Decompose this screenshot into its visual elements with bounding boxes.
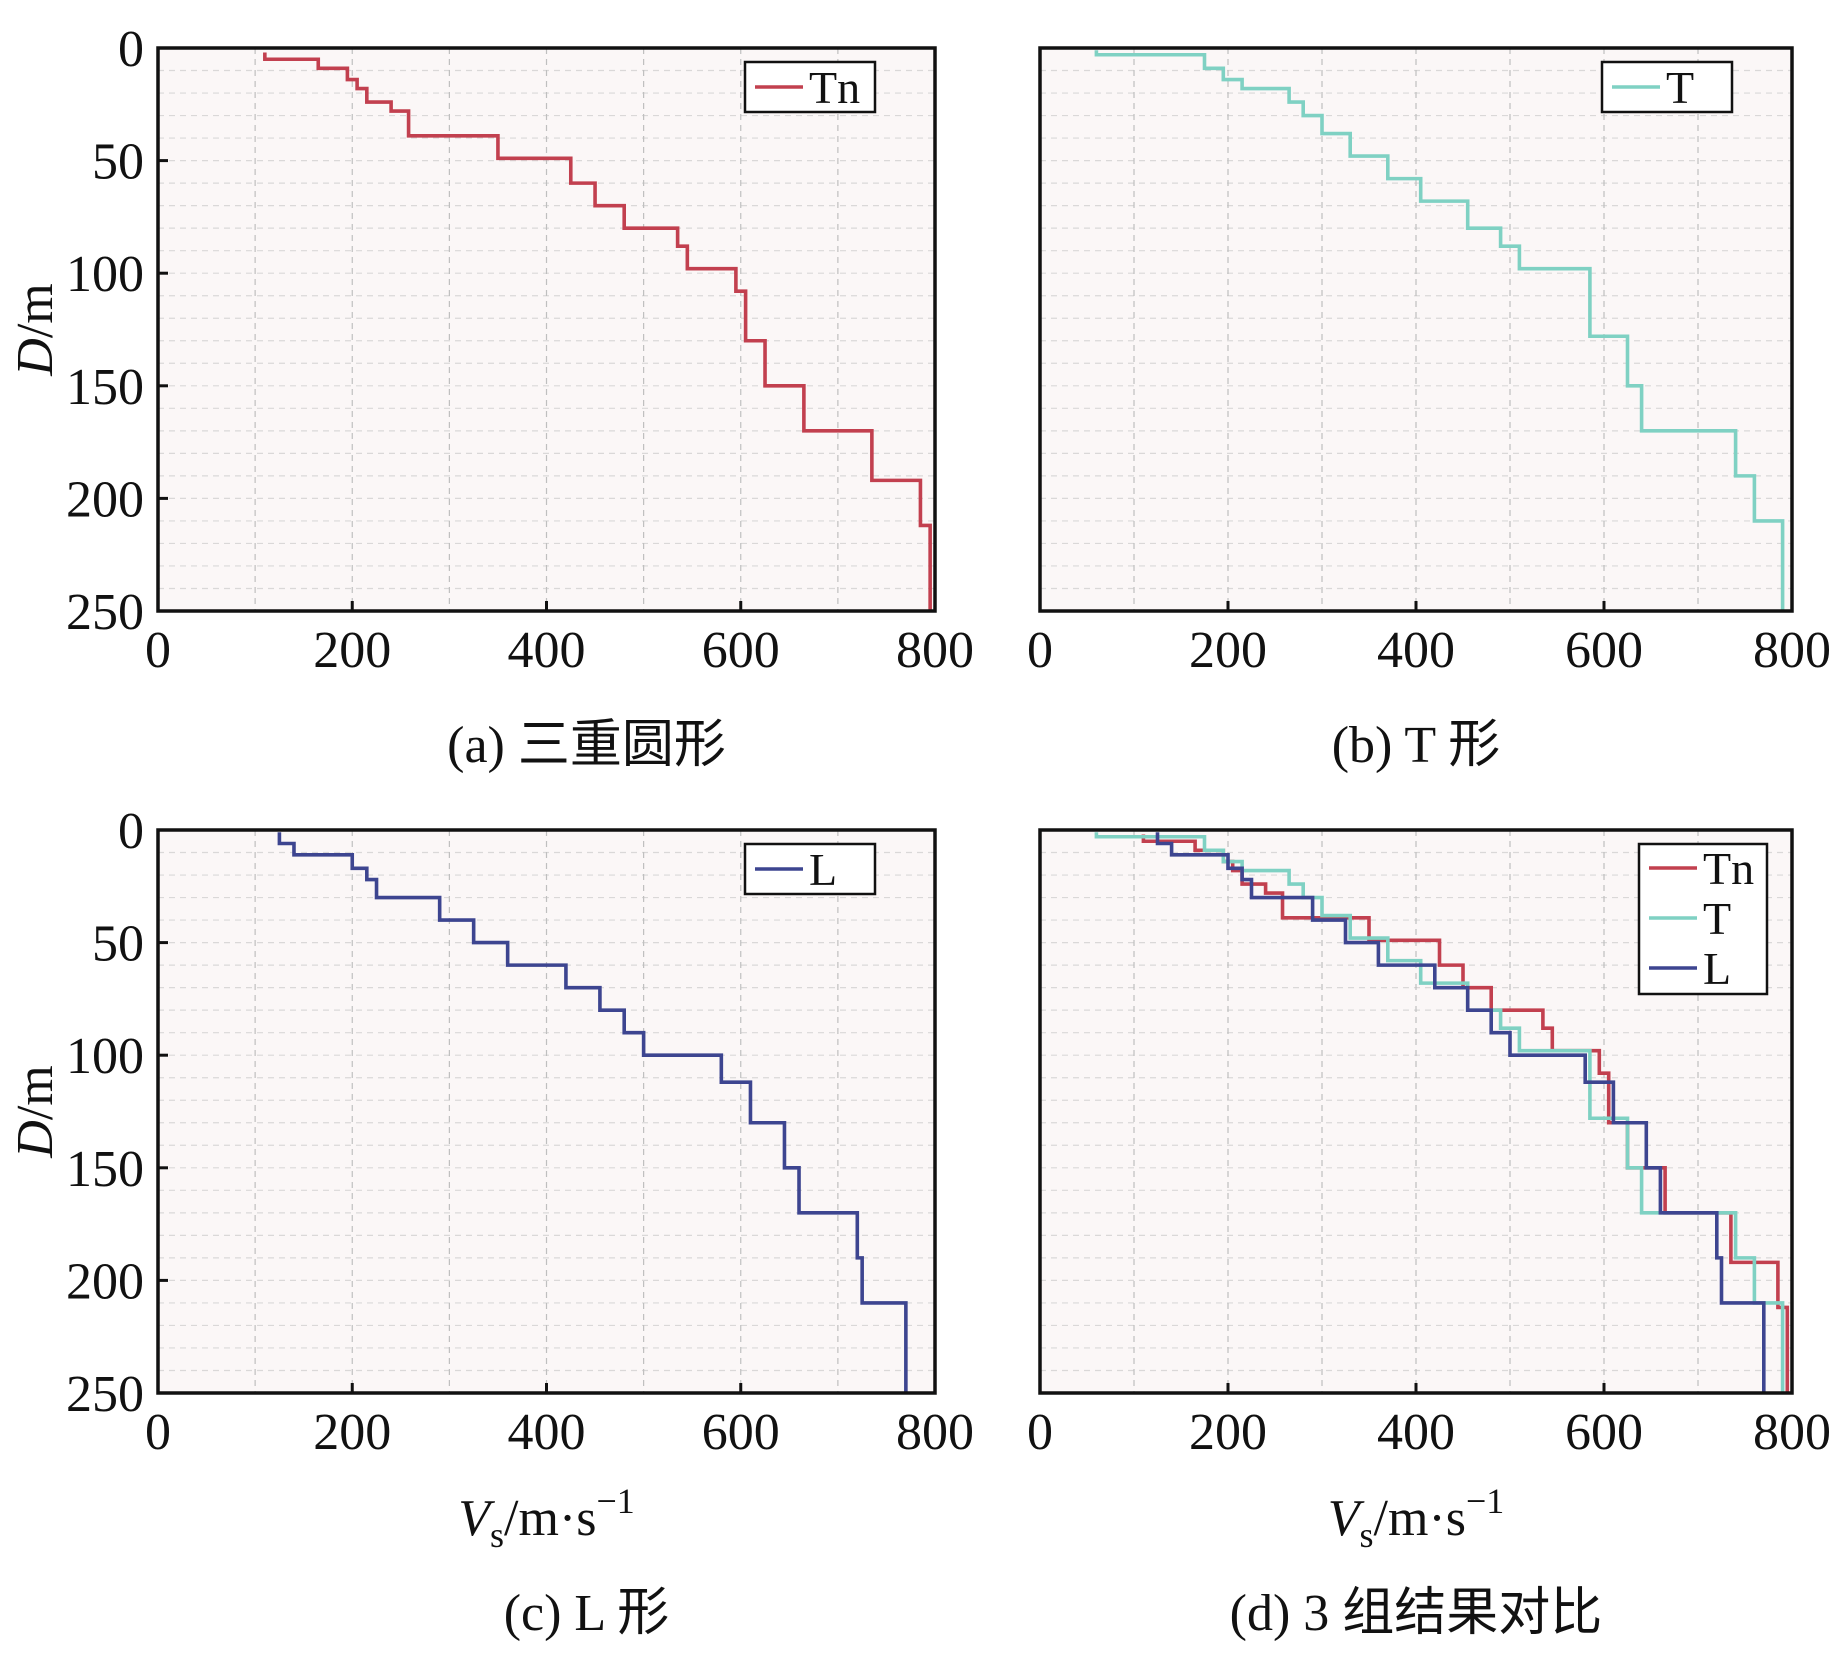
panel-a-legend: Tn <box>743 60 877 114</box>
panel-a-xtick-label: 400 <box>508 622 586 679</box>
panel-b-xtick-label: 0 <box>1027 622 1053 679</box>
panel-a-xtick-label: 0 <box>145 622 171 679</box>
panel-d-legend-label-Tn: Tn <box>1703 843 1754 894</box>
panel-c-xtick-label: 600 <box>702 1404 780 1461</box>
panel-d-xtick-label: 0 <box>1027 1404 1053 1461</box>
panel-c-grid <box>158 830 935 1393</box>
panel-a-xtick-label: 600 <box>702 622 780 679</box>
panel-b-series-T <box>1094 50 1785 611</box>
panel-a-ylabel: D/m <box>7 283 64 376</box>
panel-b-xtick-label: 200 <box>1189 622 1267 679</box>
panel-b: 0 200 400 600 800 T (b) T 形 <box>1027 46 1831 774</box>
panel-d-grid <box>1040 830 1792 1393</box>
panel-c-ytick-label: 200 <box>66 1253 144 1310</box>
panel-b-grid <box>1040 48 1792 611</box>
panel-b-xtick-label: 600 <box>1565 622 1643 679</box>
panel-a-legend-label-Tn: Tn <box>809 62 860 113</box>
panel-d-xtick-label: 600 <box>1565 1404 1643 1461</box>
panel-d-xtick-label: 400 <box>1377 1404 1455 1461</box>
panel-c: 0 200 400 600 800 0 50 100 150 200 250 D/m Vs/m·s−1 L… <box>7 803 974 1642</box>
panel-b-xtick-label: 400 <box>1377 622 1455 679</box>
panel-b-xtick-label: 800 <box>1753 622 1831 679</box>
panel-c-series-L <box>277 832 908 1393</box>
panel-a-ytick-label: 250 <box>66 584 144 641</box>
panel-c-xtick-label: 800 <box>896 1404 974 1461</box>
panel-a-ytick-label: 50 <box>92 134 144 191</box>
panel-d-legend-label-T: T <box>1703 893 1731 944</box>
panel-c-xlabel: Vs/m·s−1 <box>458 1481 635 1555</box>
panel-a-series-Tn <box>263 52 932 611</box>
panel-c-ytick-label: 100 <box>66 1028 144 1085</box>
panel-a-xtick-label: 200 <box>313 622 391 679</box>
panel-c-xtick-label: 200 <box>313 1404 391 1461</box>
panel-c-ytick-label: 50 <box>92 916 144 973</box>
panel-c-ytick-label: 150 <box>66 1141 144 1198</box>
panel-d-legend-label-L: L <box>1703 943 1731 994</box>
panel-a-grid <box>158 48 935 611</box>
panel-c-ytick-label: 0 <box>118 803 144 860</box>
panel-a-ytick-label: 150 <box>66 359 144 416</box>
panel-c-legend-label-L: L <box>809 844 837 895</box>
panel-a-ytick-label: 0 <box>118 21 144 78</box>
panel-d-caption: (d) 3 组结果对比 <box>1230 1585 1603 1642</box>
panel-c-legend: L <box>743 842 877 896</box>
panel-c-ytick-label: 250 <box>66 1366 144 1423</box>
panel-d-series-L <box>1155 832 1766 1393</box>
panel-a-caption: (a) 三重圆形 <box>447 717 726 774</box>
panel-d-series-T <box>1094 832 1785 1393</box>
panel-c-xtick-label: 0 <box>145 1404 171 1461</box>
panel-a: 0 200 400 600 800 0 50 100 150 200 250 D/m Tn (a) 三重圆… <box>7 21 974 774</box>
panel-d-xtick-label: 800 <box>1753 1404 1831 1461</box>
panel-a-ytick-label: 100 <box>66 246 144 303</box>
panel-b-caption: (b) T 形 <box>1332 717 1501 774</box>
panel-a-xtick-label: 800 <box>896 622 974 679</box>
panel-b-legend: T <box>1600 60 1734 114</box>
panel-c-xtick-label: 400 <box>508 1404 586 1461</box>
panel-c-caption: (c) L 形 <box>504 1585 670 1642</box>
panel-b-legend-box <box>1600 60 1734 114</box>
panel-d-xlabel: Vs/m·s−1 <box>1328 1481 1505 1555</box>
panel-b-legend-label-T: T <box>1666 62 1694 113</box>
panel-d-xtick-label: 200 <box>1189 1404 1267 1461</box>
panel-a-ytick-label: 200 <box>66 471 144 528</box>
panel-c-ylabel: D/m <box>7 1065 64 1158</box>
